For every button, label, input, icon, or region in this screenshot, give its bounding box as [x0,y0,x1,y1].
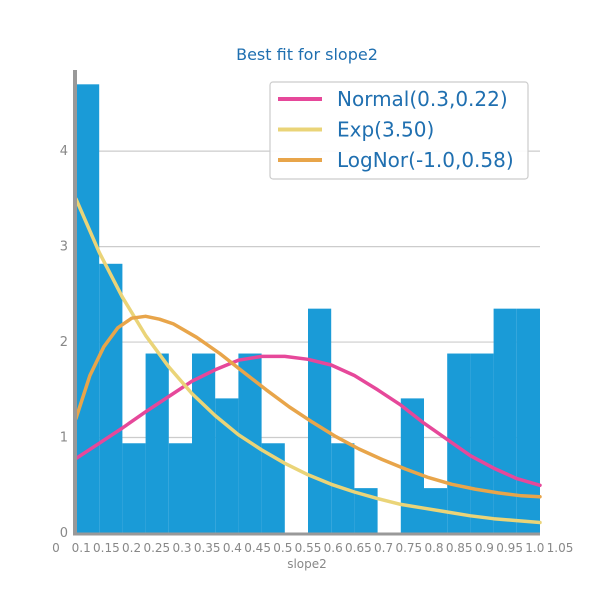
x-tick-label: 0.1 [72,541,91,555]
x-tick-label: 0.5 [273,541,292,555]
y-tick-label: 1 [60,431,68,446]
histogram-bar [400,398,424,533]
x-tick-label: 0.65 [345,541,372,555]
histogram-bar [493,308,517,533]
fit-curve-line [74,354,542,488]
x-tick-label: 0.2 [122,541,141,555]
y-tick-label: 2 [60,335,68,350]
chart-title: Best fit for slope2 [236,45,378,64]
x-tick-label: 0.4 [223,541,242,555]
legend-label: LogNor(-1.0,0.58) [337,148,514,172]
x-tick-label: 0.45 [244,541,271,555]
histogram-bar [145,353,169,533]
histogram-bar [76,84,100,534]
legend: Normal(0.3,0.22) Exp(3.50) LogNor(-1.0,0.5… [269,81,529,180]
x-tick-label: 0.8 [424,541,443,555]
fit-curve-line [74,314,542,499]
y-tick-label: 3 [60,240,68,255]
x-tick-label: 0.15 [93,541,120,555]
histogram-bar [470,353,494,533]
x-tick-label: 0.75 [395,541,422,555]
y-tick-label: 0 [60,526,68,541]
histogram-bar [516,308,540,533]
legend-label: Normal(0.3,0.22) [337,87,508,111]
axes [73,70,540,536]
x-tick-label: 0.3 [172,541,191,555]
fit-curves [74,197,542,525]
x-tick-label: 1.05 [547,541,574,555]
x-tick-labels: 0 0.1 0.15 0.2 0.25 0.3 0.35 0.4 0.45 0.5 0.55 0.6 0… [52,541,573,555]
histogram-bar [122,443,146,533]
histogram-bar [354,488,378,533]
x-tick-label: 0.95 [496,541,523,555]
x-tick-label: 0.9 [475,541,494,555]
y-tick-labels: 0 1 2 3 4 [60,144,68,541]
x-tick-label: 0.55 [295,541,322,555]
x-tick-label: 0.35 [194,541,221,555]
y-tick-label: 4 [60,144,68,159]
fit-curve-line [74,197,542,525]
legend-box [269,81,529,180]
x-axis-label: slope2 [287,557,327,571]
x-tick-label: 0 [52,541,60,555]
legend-label: Exp(3.50) [337,118,434,142]
histogram-bar [99,263,123,533]
x-tick-label: 0.85 [446,541,473,555]
x-tick-label: 0.25 [143,541,170,555]
x-tick-label: 0.6 [324,541,343,555]
x-tick-label: 0.7 [374,541,393,555]
x-tick-label: 1.0 [525,541,544,555]
histogram-bar [168,443,192,533]
histogram-bar [261,443,285,533]
